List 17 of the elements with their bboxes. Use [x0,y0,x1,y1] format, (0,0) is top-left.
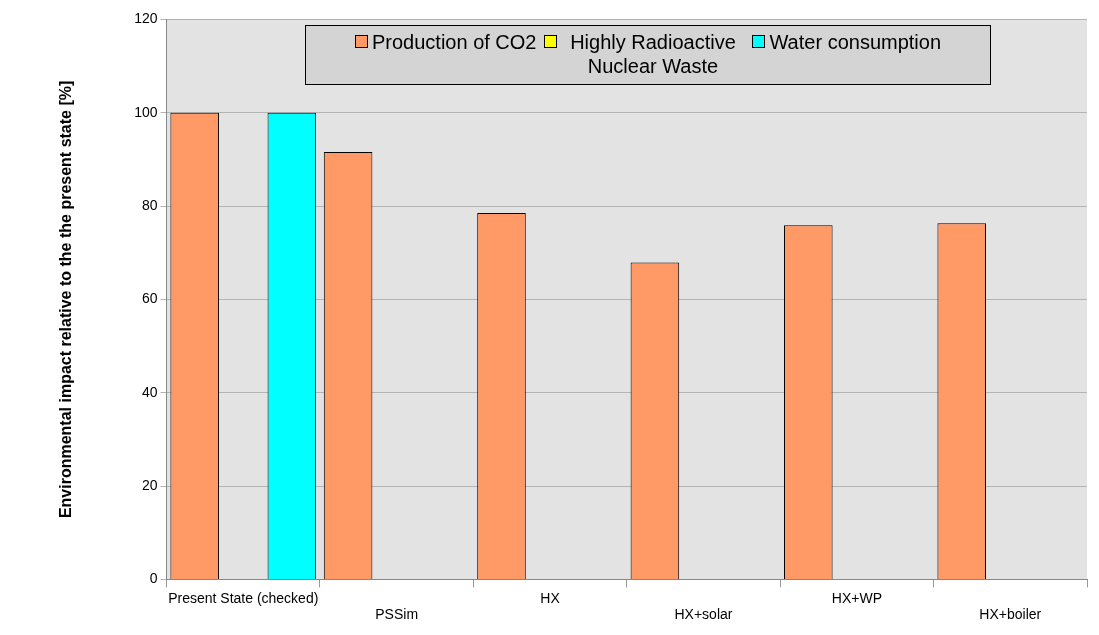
y-axis-title: Environmental impact relative to the the present state [%] [57,80,75,519]
y-tick-label: 0 [149,570,158,587]
x-tick-label: HX+boiler [979,606,1042,623]
y-tick-label: 60 [141,290,158,307]
y-tick-label: 20 [141,476,158,493]
legend-label: Highly Radioactive Nuclear Waste [569,30,737,78]
legend-label: Water consumption [769,30,942,54]
y-tick-label: 40 [141,383,158,400]
y-tick-label: 100 [134,103,158,120]
y-tick-label: 120 [134,10,158,27]
x-tick-label: HX [540,589,561,606]
x-tick-label: Present State (checked) [168,589,319,606]
y-tick-label: 80 [141,196,158,213]
x-tick-label: HX+WP [831,589,882,606]
legend-label: Production of CO2 [371,30,537,54]
x-tick-label: PSSim [375,606,419,623]
x-tick-label: HX+solar [674,606,733,623]
